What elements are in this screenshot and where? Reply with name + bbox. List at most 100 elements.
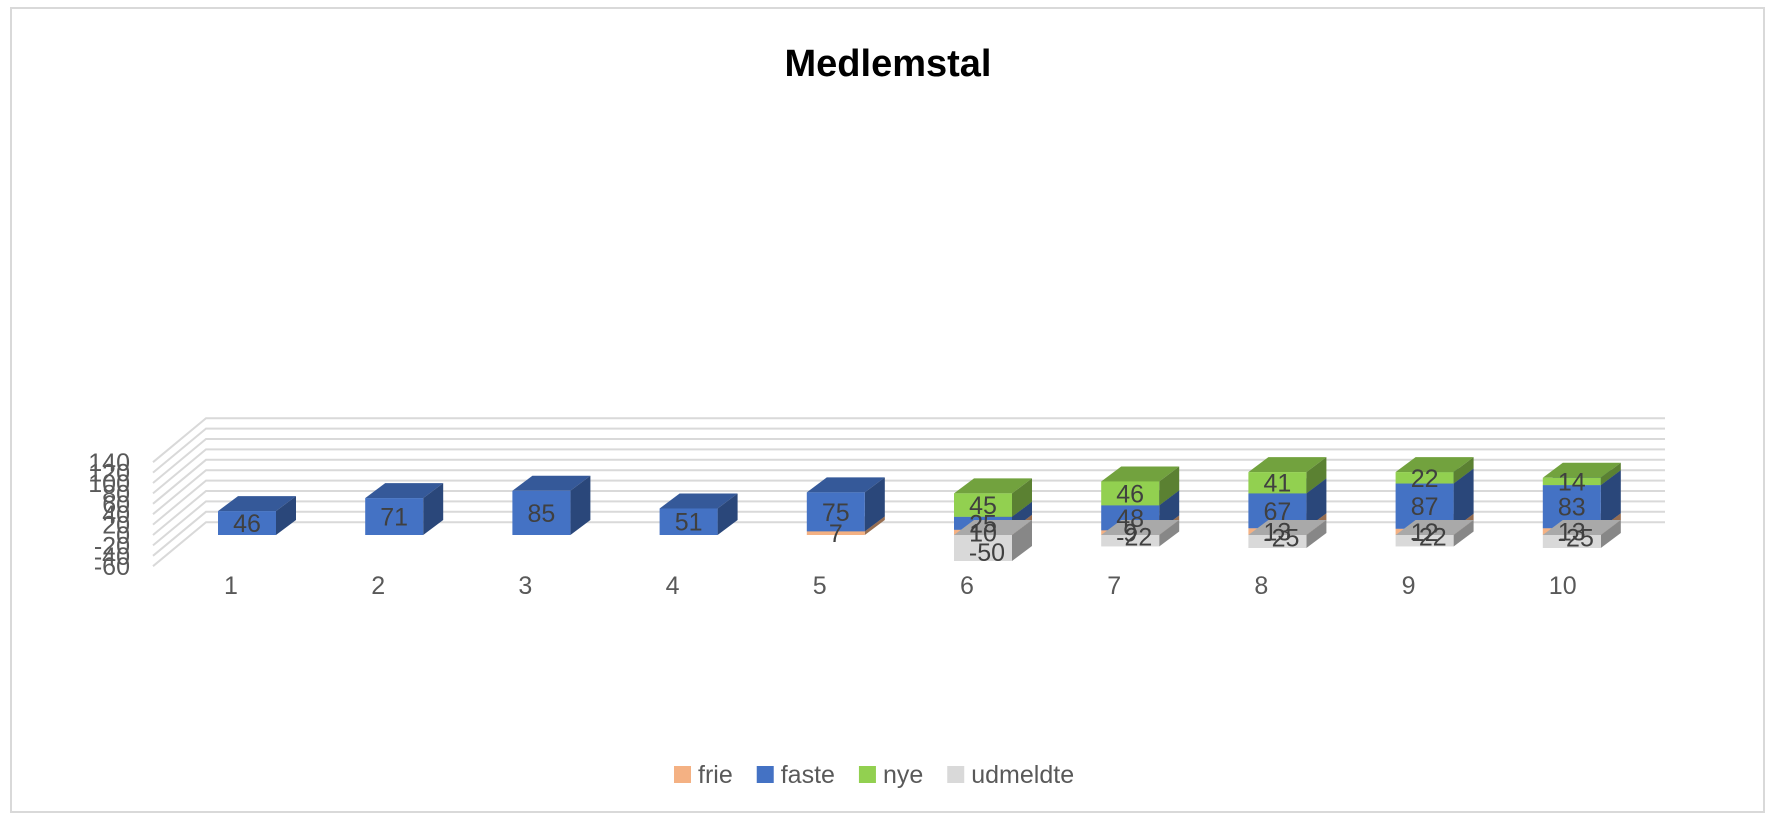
data-label-udmeldte: -25 xyxy=(1263,525,1299,553)
bar-faste xyxy=(659,493,738,535)
legend: frie faste nye udmeldte xyxy=(674,761,1074,789)
bar-front-face xyxy=(1542,477,1601,486)
bar-front-face xyxy=(954,493,1012,517)
bar-front-face xyxy=(1101,481,1160,506)
data-label-nye: 46 xyxy=(1116,480,1144,508)
bar-top-face xyxy=(512,475,591,491)
data-label-frie: 13 xyxy=(1263,519,1291,547)
bar-side-face xyxy=(717,493,738,535)
legend-label-faste: faste xyxy=(781,761,835,789)
bar-udmeldte xyxy=(1101,520,1180,547)
x-tick-label: 2 xyxy=(371,572,385,600)
data-label-frie: 10 xyxy=(969,519,997,547)
data-label-faste: 67 xyxy=(1263,498,1291,526)
bar-front-face xyxy=(1248,535,1307,548)
data-label-faste: 48 xyxy=(1116,505,1144,533)
bar-front-face xyxy=(1542,535,1601,548)
bar-top-face xyxy=(659,493,738,509)
data-label-faste: 51 xyxy=(675,509,703,537)
bar-front-face xyxy=(806,531,865,535)
bar-side-face xyxy=(276,496,296,535)
bar-faste xyxy=(365,483,444,535)
bar-top-face xyxy=(1101,466,1180,482)
bar-nye xyxy=(1101,466,1180,506)
bar-front-face xyxy=(659,508,718,535)
bar-front-face xyxy=(806,492,865,532)
bar-top-face xyxy=(218,496,296,512)
bar-faste xyxy=(806,477,885,532)
x-axis-ticks: 1 2 3 4 5 6 7 8 9 10 xyxy=(224,572,1577,600)
bar-top-face xyxy=(1542,462,1621,478)
bar-front-face xyxy=(512,490,571,535)
data-label-faste: 25 xyxy=(969,510,997,538)
bar-top-face xyxy=(806,477,885,493)
data-label-frie: 12 xyxy=(1411,519,1439,547)
x-tick-label: 9 xyxy=(1402,572,1416,600)
bar-faste xyxy=(512,475,591,535)
gridline xyxy=(152,417,1665,463)
legend-label-udmeldte: udmeldte xyxy=(971,761,1074,789)
x-tick-label: 5 xyxy=(813,572,827,600)
bar-side-face xyxy=(1159,520,1180,547)
bar-front-face xyxy=(1395,472,1454,484)
bar-front-face xyxy=(365,498,424,535)
data-label-udmeldte: -22 xyxy=(1116,524,1152,552)
y-tick-label: 100 xyxy=(88,470,130,498)
bar-side-face xyxy=(570,475,591,535)
legend-label-nye: nye xyxy=(883,761,923,789)
legend-swatch-faste xyxy=(756,766,774,783)
data-label-nye: 14 xyxy=(1558,468,1586,496)
bar-front-face xyxy=(954,535,1012,561)
data-label-faste: 75 xyxy=(822,499,850,527)
x-tick-label: 1 xyxy=(224,572,238,600)
bar-side-face xyxy=(423,483,444,535)
bar-side-face xyxy=(1453,520,1474,547)
data-label-udmeldte: -22 xyxy=(1411,524,1447,552)
x-tick-label: 6 xyxy=(960,572,974,600)
data-label-faste: 83 xyxy=(1558,494,1586,522)
legend-swatch-frie xyxy=(674,766,691,783)
bar-side-face xyxy=(1600,470,1621,529)
y-tick-label: 0 xyxy=(116,522,130,550)
y-tick-label: -60 xyxy=(94,553,130,581)
data-label-udmeldte: -50 xyxy=(969,539,1005,567)
y-tick-label: 20 xyxy=(102,512,130,540)
data-label-frie: 9 xyxy=(1123,520,1137,548)
bar-side-face xyxy=(1600,462,1621,486)
bar-top-face xyxy=(1248,457,1327,473)
data-label-faste: 87 xyxy=(1411,493,1439,521)
y-tick-label: 60 xyxy=(102,491,130,519)
bar-side-face xyxy=(1600,520,1621,548)
data-label-faste: 46 xyxy=(233,510,261,538)
bar-front-face xyxy=(218,511,276,535)
bar-side-face xyxy=(864,516,885,535)
bar-side-face xyxy=(1306,457,1327,494)
bar-front-face xyxy=(1248,472,1307,494)
bar-top-face xyxy=(954,520,1032,535)
gridline xyxy=(152,448,1665,495)
chart-frame xyxy=(10,7,1765,813)
x-tick-label: 7 xyxy=(1107,572,1121,600)
data-label-nye: 22 xyxy=(1411,465,1439,493)
y-tick-label: 120 xyxy=(88,460,130,488)
gridline xyxy=(152,427,1665,474)
y-tick-label: 140 xyxy=(88,449,130,477)
bar-side-face xyxy=(1453,468,1474,529)
bar-side-face xyxy=(1306,478,1327,529)
bar-side-face xyxy=(1012,520,1032,561)
x-tick-label: 4 xyxy=(666,572,680,600)
data-label-faste: 85 xyxy=(527,500,555,528)
y-tick-label: 80 xyxy=(102,480,130,508)
bar-side-face xyxy=(1012,478,1032,517)
data-label-nye: 45 xyxy=(969,492,997,520)
legend-label-frie: frie xyxy=(698,761,733,789)
bar-side-face xyxy=(1159,466,1180,506)
bar-top-face xyxy=(1395,520,1474,535)
y-tick-label: -20 xyxy=(94,532,130,560)
chart-title: Medlemstal xyxy=(785,43,992,85)
data-label-frie: 7 xyxy=(829,520,843,548)
bar-top-face xyxy=(1542,520,1621,535)
bar-front-face xyxy=(1395,535,1454,547)
